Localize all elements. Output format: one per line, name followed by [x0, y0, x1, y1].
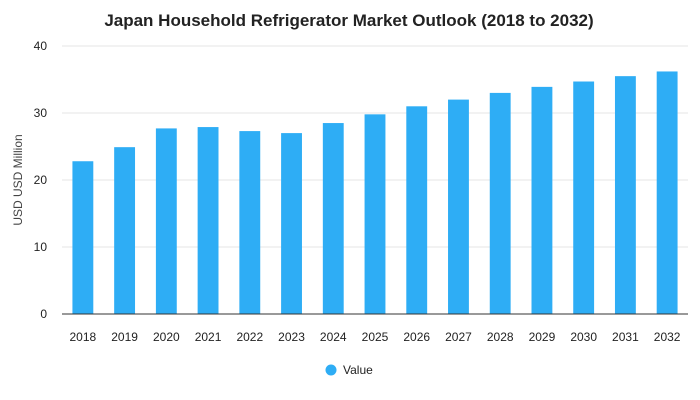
- x-tick-label: 2029: [529, 330, 556, 344]
- x-tick-label: 2027: [445, 330, 472, 344]
- legend[interactable]: Value: [325, 363, 374, 377]
- x-tick-label: 2032: [654, 330, 681, 344]
- y-axis-label: USD USD Million: [11, 134, 25, 225]
- y-axis-ticks: 0 10 20 30 40: [34, 39, 48, 321]
- x-tick-label: 2019: [111, 330, 138, 344]
- x-tick-label: 2024: [320, 330, 347, 344]
- bar-2020[interactable]: [155, 128, 177, 314]
- x-tick-label: 2031: [612, 330, 639, 344]
- legend-swatch: [325, 364, 337, 376]
- x-axis-ticks: 2018 2019 2020 2021 2022 2023 2024 2025 2026 2027…: [70, 330, 681, 344]
- y-tick-label: 10: [34, 240, 48, 254]
- bar-2024[interactable]: [322, 123, 344, 314]
- x-tick-label: 2021: [195, 330, 222, 344]
- bar-2019[interactable]: [114, 147, 136, 314]
- bars: [72, 71, 678, 315]
- y-tick-label: 30: [34, 106, 48, 120]
- x-tick-label: 2030: [570, 330, 597, 344]
- bar-2028[interactable]: [489, 92, 511, 315]
- x-tick-label: 2018: [70, 330, 97, 344]
- bar-2026[interactable]: [406, 106, 428, 314]
- x-tick-label: 2026: [403, 330, 430, 344]
- bar-2023[interactable]: [281, 133, 302, 314]
- legend-label: Value: [343, 363, 373, 377]
- bar-2031[interactable]: [614, 76, 636, 315]
- bar-2029[interactable]: [531, 86, 553, 315]
- bar-2021[interactable]: [197, 127, 219, 314]
- x-tick-label: 2020: [153, 330, 180, 344]
- bar-2018[interactable]: [72, 161, 94, 314]
- bar-2032[interactable]: [656, 71, 678, 315]
- bar-2030[interactable]: [573, 81, 595, 314]
- x-tick-label: 2023: [278, 330, 305, 344]
- x-tick-label: 2025: [362, 330, 389, 344]
- y-tick-label: 20: [34, 173, 48, 187]
- chart-title: Japan Household Refrigerator Market Outl…: [104, 11, 593, 30]
- x-tick-label: 2022: [236, 330, 263, 344]
- y-tick-label: 40: [34, 39, 48, 53]
- bar-2025[interactable]: [364, 114, 386, 314]
- bar-2027[interactable]: [448, 99, 469, 314]
- bar-2022[interactable]: [239, 131, 261, 314]
- y-tick-label: 0: [40, 307, 47, 321]
- x-tick-label: 2028: [487, 330, 514, 344]
